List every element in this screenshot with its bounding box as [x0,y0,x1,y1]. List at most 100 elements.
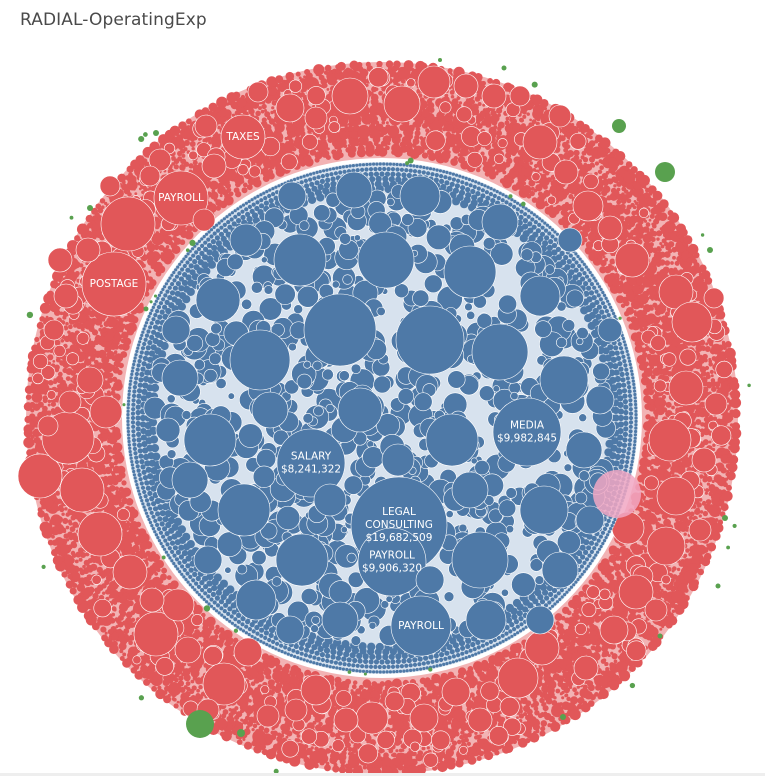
outer-ring-bubble[interactable] [662,407,668,413]
outer-ring-bubble[interactable] [264,111,271,118]
outer-ring-bubble[interactable] [689,539,694,544]
outer-ring-bubble[interactable] [666,370,673,377]
outer-ring-bubble[interactable] [377,123,384,131]
outer-ring-bubble[interactable] [685,548,690,553]
outer-ring-bubble[interactable] [124,324,131,331]
outer-ring-bubble[interactable] [482,161,489,167]
outer-ring-bubble[interactable] [477,101,482,107]
outer-ring-bubble[interactable] [578,159,583,163]
outer-ring-bubble[interactable] [555,688,561,694]
outer-ring-bubble[interactable] [543,189,551,197]
outer-ring-bubble[interactable] [56,384,61,389]
outer-ring-bubble[interactable] [585,598,589,603]
outer-ring-bubble[interactable] [419,97,425,103]
outer-ring-bubble[interactable] [270,730,275,735]
outer-ring-bubble[interactable] [347,747,353,752]
outer-ring-bubble[interactable] [644,361,650,367]
outer-ring-bubble[interactable] [97,434,102,439]
outer-ring-bubble[interactable] [703,358,708,363]
outer-ring-bubble[interactable] [654,397,666,409]
outer-ring-bubble[interactable] [426,685,433,692]
outer-ring-bubble[interactable] [246,184,253,191]
outer-ring-bubble[interactable] [566,697,571,701]
outer-ring-bubble[interactable] [147,250,155,259]
outer-ring-bubble[interactable] [670,261,674,265]
outer-ring-bubble[interactable] [638,506,644,513]
outer-ring-bubble[interactable] [594,617,601,623]
outer-ring-bubble[interactable] [114,353,124,363]
outer-ring-bubble[interactable] [67,519,72,524]
outer-ring-bubble[interactable] [213,628,220,635]
outer-ring-bubble[interactable] [530,703,535,708]
outer-ring-bubble[interactable] [530,186,535,191]
outer-ring-bubble[interactable] [271,106,275,110]
outer-ring-bubble[interactable] [702,439,709,446]
outer-ring-bubble[interactable] [208,201,213,206]
outer-ring-bubble[interactable] [643,219,648,223]
outer-ring-bubble[interactable] [619,555,626,563]
outer-ring-bubble[interactable] [643,367,653,377]
outer-ring-bubble[interactable] [68,324,73,330]
outer-ring-bubble[interactable] [661,394,667,400]
outer-ring-bubble[interactable] [421,152,429,159]
outer-ring-bubble[interactable] [537,713,543,719]
outer-ring-bubble[interactable] [113,460,118,466]
outer-ring-bubble[interactable] [60,338,65,343]
outer-ring-bubble[interactable] [493,125,498,130]
outer-ring-bubble[interactable] [111,376,118,382]
outer-ring-bubble[interactable] [501,657,506,662]
outer-ring-bubble[interactable] [263,667,272,676]
outer-ring-bubble[interactable] [251,727,255,732]
outer-ring-bubble[interactable] [566,150,575,158]
outer-ring-bubble[interactable] [667,241,675,248]
outer-ring-bubble[interactable] [75,551,82,558]
outer-ring-bubble[interactable] [639,284,645,291]
outer-ring-bubble[interactable] [206,180,212,187]
outer-ring-bubble[interactable] [65,321,69,326]
outer-ring-bubble[interactable] [115,490,121,496]
outer-ring-bubble[interactable] [434,150,442,157]
outer-ring-bubble[interactable] [215,624,220,630]
outer-ring-bubble[interactable] [391,143,401,153]
outer-ring-bubble[interactable] [112,427,121,436]
outer-ring-bubble[interactable] [587,616,595,624]
outer-ring-bubble[interactable] [591,163,596,168]
outer-ring-bubble[interactable] [252,723,258,729]
outer-ring-bubble[interactable] [111,454,118,460]
outer-ring-bubble[interactable] [70,377,75,382]
outer-ring-bubble[interactable] [180,230,188,238]
outer-ring-bubble[interactable] [578,590,585,598]
outer-ring-bubble[interactable] [660,244,665,249]
outer-ring-bubble[interactable] [647,389,655,396]
outer-ring-bubble[interactable] [191,146,195,151]
outer-ring-bubble[interactable] [385,124,391,130]
outer-ring-bubble[interactable] [70,550,76,556]
outer-ring-bubble[interactable] [385,145,390,151]
outer-ring-bubble[interactable] [615,285,624,294]
outer-ring-bubble[interactable] [613,184,617,188]
outer-ring-bubble[interactable] [607,654,611,658]
outer-ring-bubble[interactable] [526,112,530,116]
outer-ring-bubble[interactable] [518,713,525,719]
outer-ring-bubble[interactable] [604,662,608,667]
outer-ring-bubble[interactable] [648,218,652,222]
outer-ring-bubble[interactable] [620,611,628,618]
outer-ring-bubble[interactable] [475,167,481,173]
outer-ring-bubble[interactable] [366,140,373,147]
outer-ring-bubble[interactable] [210,191,219,200]
outer-ring-bubble[interactable] [161,567,168,574]
outer-ring-bubble[interactable] [147,554,155,562]
outer-ring-bubble[interactable] [583,237,588,243]
outer-ring-bubble[interactable] [638,549,644,554]
outer-ring-bubble[interactable] [482,103,486,107]
outer-ring-bubble[interactable] [124,629,128,633]
outer-ring-bubble[interactable] [274,677,281,684]
outer-ring-bubble[interactable] [299,91,305,98]
outer-ring-bubble[interactable] [522,161,530,169]
outer-ring-bubble[interactable] [246,712,251,716]
outer-ring-bubble[interactable] [522,114,527,119]
outer-ring-bubble[interactable] [228,191,234,197]
outer-ring-bubble[interactable] [609,258,616,265]
outer-ring-bubble[interactable] [604,257,608,262]
outer-ring-bubble[interactable] [121,522,130,531]
